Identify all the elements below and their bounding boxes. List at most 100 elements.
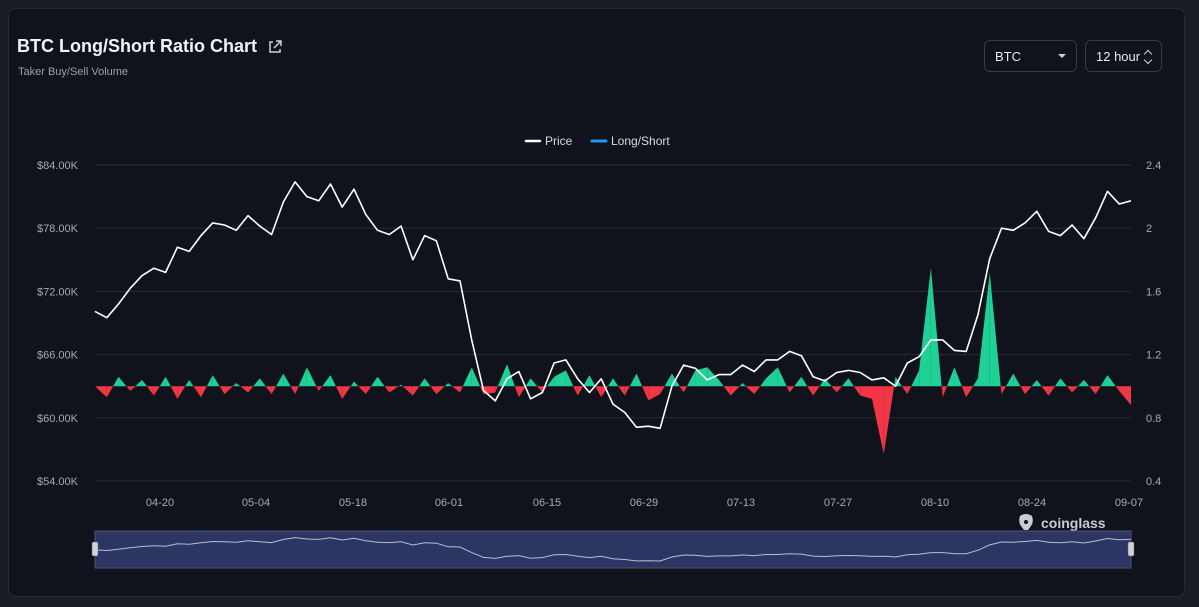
ratio-area-segment (1036, 379, 1042, 387)
ratio-area-segment (1001, 386, 1007, 395)
ratio-area-segment (318, 386, 323, 391)
navigator-window[interactable] (94, 530, 1132, 569)
ratio-area-segment (193, 386, 201, 398)
ratio-area-segment (718, 379, 724, 387)
ratio-area-segment (1083, 379, 1090, 387)
x-axis: 04-20 05-04 05-18 06-01 06-15 06-29 07-13 07-27… (146, 497, 1143, 509)
y-left-tick-label: $60.00K (37, 413, 79, 425)
x-tick-label: 08-10 (921, 497, 949, 509)
ratio-area-segment (212, 375, 220, 387)
ratio-area-segment (265, 386, 272, 395)
navigator-price-line (94, 537, 1132, 562)
ratio-area-segment (760, 378, 767, 387)
ratio-area-segment (831, 386, 837, 393)
ratio-area-segment (742, 383, 746, 387)
ratio-area-segment (436, 386, 445, 395)
ratio-area-segment (745, 386, 755, 395)
ratio-area-segment (398, 384, 402, 387)
ratio-area-segment (177, 386, 186, 399)
ratio-area-segment (1066, 386, 1073, 393)
y-left-tick-label: $54.00K (37, 476, 79, 488)
external-link-icon[interactable] (267, 39, 283, 55)
ratio-area-segment (589, 375, 596, 387)
ratio-area-segment (848, 378, 854, 387)
ratio-area-segment (185, 379, 190, 387)
x-tick-label: 09-07 (1115, 497, 1143, 509)
legend-item-long-short[interactable]: Long/Short (590, 134, 670, 148)
ratio-area-segment (146, 386, 154, 396)
ratio-area-segment (636, 373, 643, 387)
navigator-right-handle[interactable] (1127, 541, 1135, 557)
ratio-area-segment (514, 386, 519, 398)
price-series[interactable] (94, 181, 1132, 430)
ratio-area-segment (961, 386, 967, 398)
ratio-area-segment (389, 386, 399, 393)
ratio-area-segment (930, 267, 942, 387)
ratio-area-segment (424, 378, 431, 387)
ratio-area-segment (200, 386, 207, 398)
ratio-area-segment (754, 386, 761, 395)
ratio-area-segment (794, 376, 802, 387)
ratio-area-segment (95, 386, 107, 398)
ratio-area-segment (507, 364, 515, 387)
y-left-tick-label: $72.00K (37, 286, 79, 298)
y-right-tick-label: 1.2 (1146, 350, 1161, 362)
ratio-area-segment (946, 367, 955, 387)
x-tick-label: 07-27 (824, 497, 852, 509)
ratio-area-segment (786, 386, 790, 393)
ratio-area-segment (973, 378, 978, 387)
y-right-tick-label: 0.4 (1146, 476, 1161, 488)
ratio-area-segment (462, 367, 472, 387)
ratio-area-segment (608, 378, 613, 387)
ratio-area-segment (1095, 386, 1101, 395)
ratio-area-segment (901, 386, 908, 395)
navigator-left-handle[interactable] (91, 541, 99, 557)
x-tick-label: 06-29 (630, 497, 658, 509)
ratio-area-segment (354, 381, 359, 387)
ratio-area-segment (276, 373, 284, 387)
ratio-area-segment (271, 386, 277, 395)
interval-select[interactable]: 12 hour (1085, 40, 1162, 72)
ratio-area-segment (448, 383, 453, 387)
ratio-area-segment (430, 386, 437, 395)
ratio-area-segment (283, 373, 291, 387)
ratio-area-segment (836, 386, 842, 393)
ratio-area-segment (295, 386, 299, 395)
legend[interactable]: Price Long/Short (524, 134, 670, 148)
ratio-area-segment (330, 375, 336, 387)
y-left-tick-label: $66.00K (37, 350, 79, 362)
ratio-area-segment (1031, 379, 1037, 387)
legend-item-price[interactable]: Price (524, 134, 573, 148)
chart-subtitle: Taker Buy/Sell Volume (18, 66, 129, 78)
ratio-area-segment (565, 370, 574, 387)
ratio-area-segment (573, 386, 578, 396)
y-left-tick-label: $84.00K (37, 160, 79, 172)
ratio-area-segment (118, 376, 127, 387)
y-right-tick-label: 2 (1146, 223, 1152, 235)
ratio-area-segment (679, 386, 684, 393)
ratio-area-segment (942, 386, 947, 398)
ratio-area-segment (130, 386, 136, 391)
ratio-area-segment (377, 376, 385, 387)
ratio-area-segment (872, 386, 884, 455)
coin-select[interactable]: BTC (984, 40, 1077, 72)
price-line (94, 181, 1132, 430)
ratio-area-segment (401, 384, 403, 387)
grid-lines (95, 164, 1131, 482)
navigator[interactable] (91, 530, 1135, 569)
ratio-area-segment (907, 386, 912, 395)
legend-long-short-label: Long/Short (611, 134, 670, 148)
ratio-area-segment (189, 379, 194, 387)
ratio-area-segment (683, 386, 687, 393)
ratio-area-segment (236, 383, 241, 387)
ratio-area-segment (159, 376, 166, 387)
ratio-area-segment (819, 378, 825, 387)
y-right-tick-label: 0.8 (1146, 413, 1161, 425)
coinglass-icon (1019, 514, 1033, 530)
y-right-tick-label: 2.4 (1146, 160, 1161, 172)
ratio-area-segment (554, 370, 566, 387)
long-short-series[interactable] (95, 267, 1131, 455)
x-tick-label: 04-20 (146, 497, 174, 509)
x-tick-label: 08-24 (1018, 497, 1046, 509)
